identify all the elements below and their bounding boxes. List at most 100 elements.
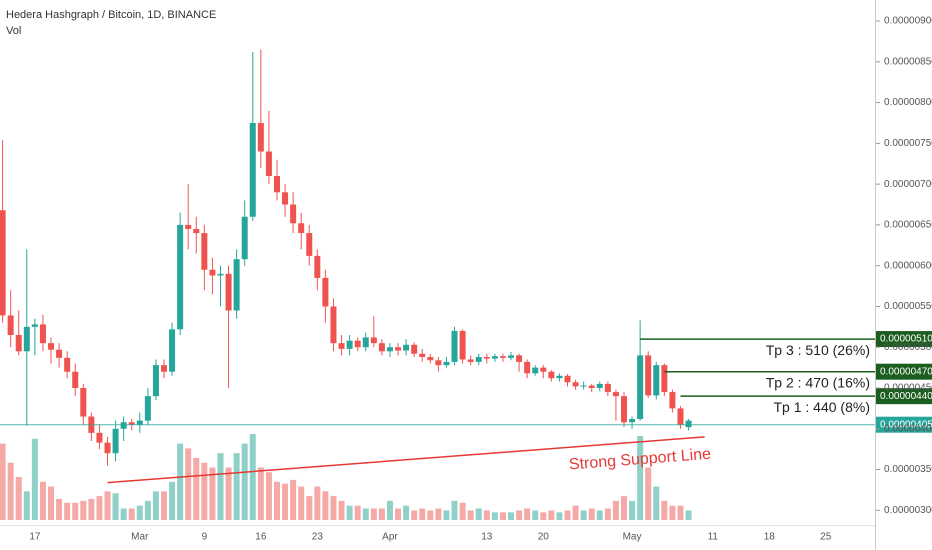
candle-body <box>185 224 192 229</box>
candle-body <box>604 383 611 393</box>
volume-bar <box>620 496 627 520</box>
candle-body <box>104 442 111 454</box>
candle-body <box>177 224 184 330</box>
target-label: Tp 1 : 440 (8%) <box>774 399 871 415</box>
candle-body <box>64 357 71 372</box>
y-tick-label: 0.00000500 <box>884 342 932 353</box>
volume-bar <box>499 512 506 520</box>
candle-body <box>620 396 627 423</box>
volume-bar <box>435 508 442 520</box>
candle-body <box>491 356 498 359</box>
candle-body <box>419 353 426 358</box>
candle-body <box>403 344 410 351</box>
volume-bar <box>491 512 498 520</box>
volume-bar <box>193 457 200 520</box>
volume-bar <box>362 508 369 520</box>
candle-body <box>508 355 515 358</box>
candle-body <box>588 385 595 389</box>
candle-body <box>233 259 240 311</box>
candle-body <box>136 420 143 425</box>
target-tag-label: 0.00000470 <box>880 366 932 377</box>
candle-body <box>330 306 337 344</box>
candle-body <box>451 330 458 362</box>
candle-body <box>354 340 361 348</box>
volume-bar <box>298 486 305 520</box>
y-tick-label: 0.00000750 <box>884 138 932 149</box>
candle-body <box>72 371 79 389</box>
candle-body <box>653 365 660 396</box>
candle-body <box>193 228 200 234</box>
volume-bar <box>104 491 111 520</box>
candle-body <box>362 337 369 348</box>
volume-bar <box>241 443 248 520</box>
volume-bar <box>443 510 450 520</box>
candle-body <box>685 420 692 428</box>
volume-layer <box>0 434 692 520</box>
candle-body <box>48 343 55 350</box>
candle-body <box>23 326 30 352</box>
volume-bar <box>233 453 240 520</box>
volume-bar <box>161 491 167 520</box>
volume-bar <box>330 496 337 520</box>
volume-bar <box>177 443 184 520</box>
volume-bar <box>185 448 192 520</box>
volume-bar <box>685 510 692 520</box>
candle-body <box>427 357 434 361</box>
volume-bar <box>467 510 474 520</box>
candle-body <box>346 340 353 349</box>
volume-bar <box>564 510 571 520</box>
candle-body <box>677 408 684 425</box>
candle-body <box>290 204 297 224</box>
candle-body <box>306 233 313 256</box>
volume-bar <box>572 505 579 520</box>
volume-bar <box>540 512 547 520</box>
volume-bar <box>386 500 393 520</box>
volume-bar <box>80 500 87 520</box>
x-tick-label: 20 <box>538 532 550 543</box>
target-tag <box>876 363 932 380</box>
volume-bar <box>144 500 151 520</box>
x-tick-label: 18 <box>764 532 776 543</box>
target-tag-label: 0.00000440 <box>880 391 932 402</box>
chart-title: Hedera Hashgraph / Bitcoin, 1D, BINANCE <box>6 9 216 21</box>
x-tick-label: 25 <box>820 532 832 543</box>
candle-body <box>386 347 393 352</box>
candle-body <box>209 269 216 276</box>
volume-bar <box>612 500 619 520</box>
target-tag <box>876 331 932 348</box>
candle-body <box>483 357 490 359</box>
volume-bar <box>56 498 63 520</box>
volume-bar <box>257 467 264 520</box>
volume-bar <box>661 500 668 520</box>
volume-bar <box>653 486 660 520</box>
candle-body <box>217 273 224 276</box>
volume-bar <box>0 443 6 520</box>
candle-body <box>629 418 636 423</box>
volume-bar <box>31 438 38 520</box>
candle-body <box>378 343 385 352</box>
candle-body <box>282 192 289 205</box>
candle-body <box>467 359 474 362</box>
y-tick-label: 0.00000450 <box>884 383 932 394</box>
candle-body <box>572 382 579 387</box>
candle-body <box>338 343 345 349</box>
volume-bar <box>395 508 402 520</box>
candle-body <box>322 277 329 307</box>
candle-body <box>612 392 619 397</box>
volume-bar <box>217 453 224 520</box>
candle-body <box>596 383 603 389</box>
volume-bar <box>15 477 22 520</box>
x-tick-label: 23 <box>312 532 324 543</box>
axis-layer: 0.00000300 0.00000350 0.00000400 0.00000450… <box>29 16 932 543</box>
volume-bar <box>451 500 458 520</box>
candle-body <box>96 432 103 443</box>
current-price-label: 0.00000405 <box>880 419 932 430</box>
volume-bar <box>209 467 216 520</box>
volume-bar <box>249 434 256 520</box>
target-tag-label: 0.00000510 <box>880 334 932 345</box>
volume-bar <box>645 467 652 520</box>
volume-bar <box>64 502 71 520</box>
candle-body <box>152 365 159 397</box>
